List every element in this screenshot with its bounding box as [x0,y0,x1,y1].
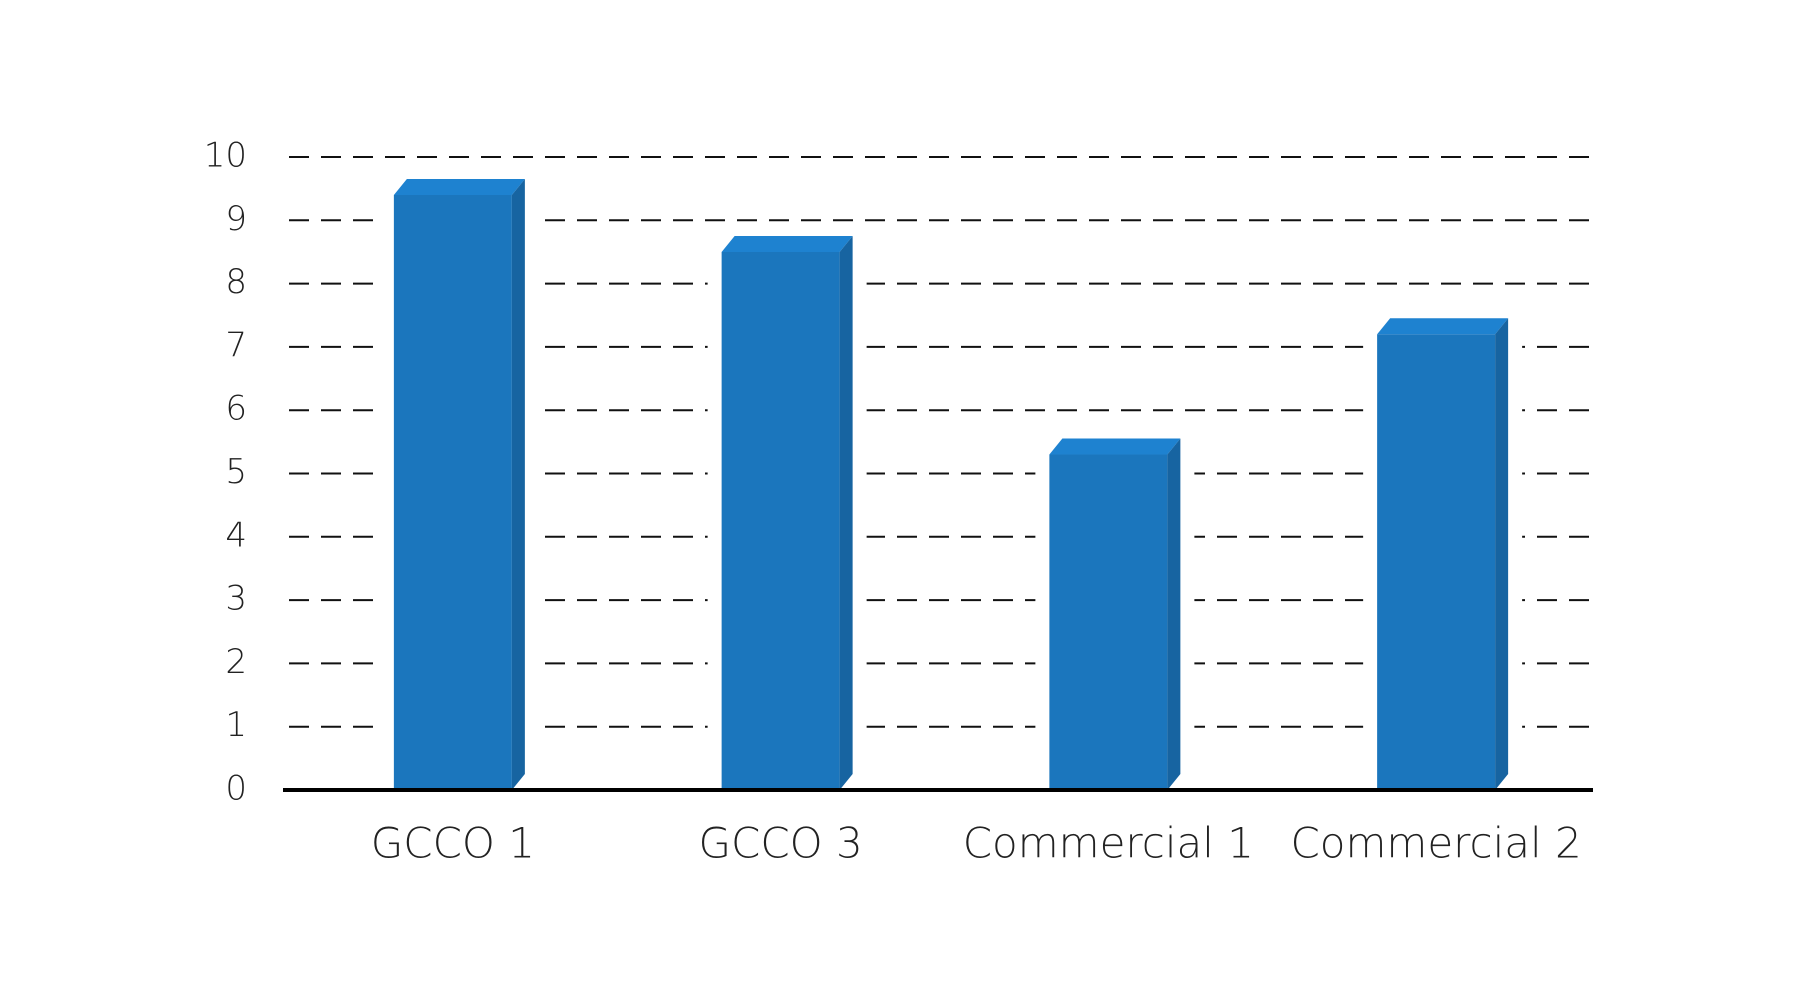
bar-side [1495,318,1509,790]
x-tick-label: Commercial 2 [1290,819,1581,868]
y-tick-label: 1 [225,705,247,745]
y-tick-label: 4 [225,515,247,555]
bar [393,194,512,791]
bar-side [1167,438,1181,790]
x-tick-label: GCCO 1 [371,819,535,868]
bar-top [1377,318,1509,335]
y-tick-label: 0 [225,769,247,809]
y-tick-label: 8 [225,262,247,302]
x-tick-label: Commercial 1 [963,819,1254,868]
bar [1049,454,1168,790]
x-tick-label: GCCO 3 [698,819,862,868]
y-tick-label: 9 [225,199,247,239]
y-tick-label: 2 [225,642,247,682]
bar-top [393,178,525,195]
y-tick-label: 3 [225,579,247,619]
y-tick-label: 6 [225,389,247,429]
y-tick-label: 7 [225,325,247,365]
bar-side [839,235,853,790]
bar-top [721,235,853,252]
bar [721,251,840,790]
bar [1377,334,1496,790]
y-tick-label: 5 [225,452,247,492]
y-tick-label: 10 [204,136,247,176]
bar-side [511,178,525,791]
bar-top [1049,438,1181,455]
